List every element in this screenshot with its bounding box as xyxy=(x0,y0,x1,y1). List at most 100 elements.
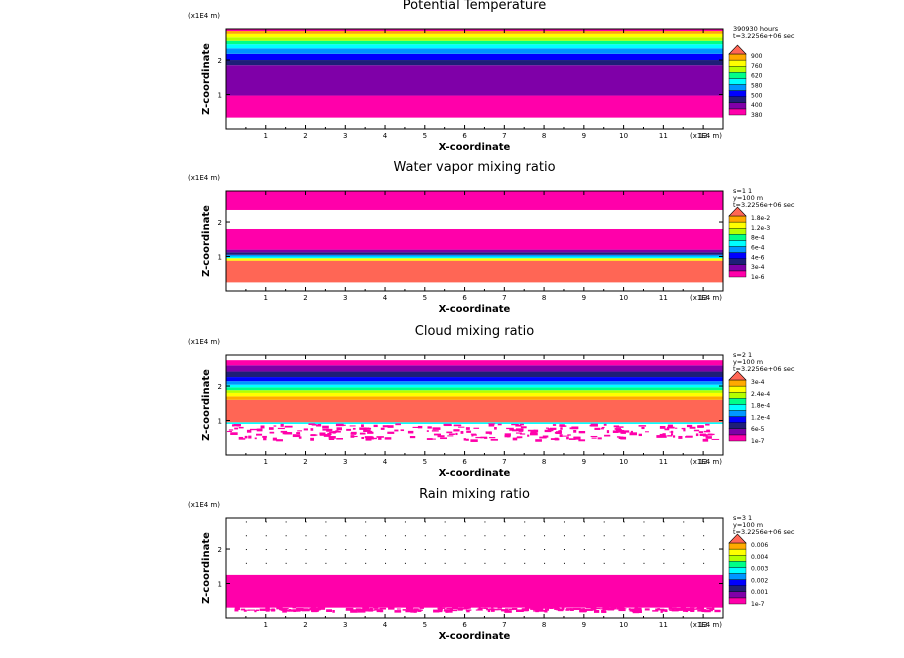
grid-dot xyxy=(583,562,585,564)
speckle-cell xyxy=(396,608,401,610)
x-axis-label: X-coordinate xyxy=(439,631,511,642)
speckle-cell xyxy=(546,607,554,609)
speckle-cell xyxy=(384,437,392,440)
speckle-cell xyxy=(249,428,258,431)
x-tick-label: 8 xyxy=(542,132,546,140)
speckle-cell xyxy=(529,432,538,436)
colorbar-swatch xyxy=(728,270,747,278)
speckle-cell xyxy=(437,435,445,438)
speckle-cell xyxy=(578,430,586,434)
speckle-cell xyxy=(226,430,232,433)
colorbar-swatch xyxy=(728,416,747,423)
speckle-cell xyxy=(267,608,271,611)
grid-dot xyxy=(563,549,565,551)
grid-dot xyxy=(325,562,327,564)
speckle-cell xyxy=(603,423,607,426)
speckle-cell xyxy=(321,434,329,436)
speckle-cell xyxy=(674,609,680,611)
speckle-cell xyxy=(465,438,469,441)
x-unit-label: (x1E4 m) xyxy=(690,458,722,466)
speckle-cell xyxy=(553,607,558,609)
speckle-cell xyxy=(518,430,524,432)
speckle-cell xyxy=(630,430,633,434)
grid-dot xyxy=(265,535,267,537)
grid-dot xyxy=(484,562,486,564)
speckle-cell xyxy=(373,607,379,609)
grid-dot xyxy=(683,549,685,551)
speckle-cell xyxy=(433,430,437,432)
grid-dot xyxy=(603,535,605,537)
speckle-cell xyxy=(689,426,696,429)
x-tick-label: 5 xyxy=(423,458,427,466)
x-axis-label: X-coordinate xyxy=(439,142,511,153)
speckle-cell xyxy=(311,423,317,426)
speckle-cell xyxy=(714,609,721,613)
speckle-cell xyxy=(407,430,414,434)
colorbar-swatch xyxy=(728,597,747,605)
speckle-cell xyxy=(635,608,639,610)
speckle-cell xyxy=(511,429,517,432)
speckle-cell xyxy=(280,423,284,427)
speckle-cell xyxy=(433,433,441,436)
speckle-cell xyxy=(292,434,301,438)
speckle-cell xyxy=(544,608,549,611)
speckle-cell xyxy=(489,608,495,611)
colorbar-swatch xyxy=(728,234,747,241)
speckle-cell xyxy=(471,434,477,436)
speckle-cell xyxy=(256,433,263,436)
speckle-cell xyxy=(470,433,477,435)
grid-dot xyxy=(563,521,565,523)
speckle-cell xyxy=(451,607,459,610)
y-tick-label: 1 xyxy=(218,92,222,100)
colorbar-swatch xyxy=(728,102,747,110)
grid-dot xyxy=(583,549,585,551)
speckle-cell xyxy=(511,423,519,426)
contour-band xyxy=(226,360,723,366)
colorbar-swatch xyxy=(728,96,747,103)
speckle-cell xyxy=(284,425,293,428)
speckle-cell xyxy=(350,610,358,613)
speckle-cell xyxy=(535,607,544,611)
colorbar-swatch xyxy=(728,585,747,593)
speckle-cell xyxy=(644,431,649,433)
speckle-cell xyxy=(234,427,239,430)
speckle-cell xyxy=(604,434,611,437)
speckle-cell xyxy=(352,427,356,430)
speckle-cell xyxy=(632,610,640,614)
speckle-cell xyxy=(664,428,670,431)
speckle-cell xyxy=(697,425,704,428)
speckle-cell xyxy=(351,435,358,438)
x-tick-label: 1 xyxy=(264,458,268,466)
speckle-cell xyxy=(387,431,395,434)
speckle-cell xyxy=(504,433,511,437)
speckle-cell xyxy=(419,607,424,609)
grid-dot xyxy=(563,535,565,537)
speckle-cell xyxy=(535,610,539,613)
plot-frame xyxy=(225,190,724,292)
speckle-cell xyxy=(246,429,252,433)
speckle-cell xyxy=(455,432,458,436)
grid-dot xyxy=(603,562,605,564)
speckle-cell xyxy=(657,608,665,611)
info-line: t=3.2256e+06 sec xyxy=(733,201,795,209)
x-tick-label: 5 xyxy=(423,132,427,140)
colorbar-label: 0.004 xyxy=(751,554,768,561)
speckle-cell xyxy=(301,609,310,612)
grid-dot xyxy=(683,562,685,564)
x-tick-label: 2 xyxy=(303,132,307,140)
grid-dot xyxy=(703,549,705,551)
colorbar-label: 400 xyxy=(751,102,763,109)
speckle-cell xyxy=(549,427,557,430)
grid-dot xyxy=(643,535,645,537)
speckle-cell xyxy=(560,427,563,430)
grid-dot xyxy=(524,521,526,523)
speckle-cell xyxy=(584,608,591,611)
x-tick-label: 1 xyxy=(264,132,268,140)
speckle-cell xyxy=(490,438,498,441)
colorbar-swatch xyxy=(728,53,747,61)
speckle-cell xyxy=(265,607,270,610)
colorbar-swatch xyxy=(728,567,747,574)
grid-dot xyxy=(663,535,665,537)
speckle-cell xyxy=(486,608,490,611)
speckle-cell xyxy=(394,610,402,613)
